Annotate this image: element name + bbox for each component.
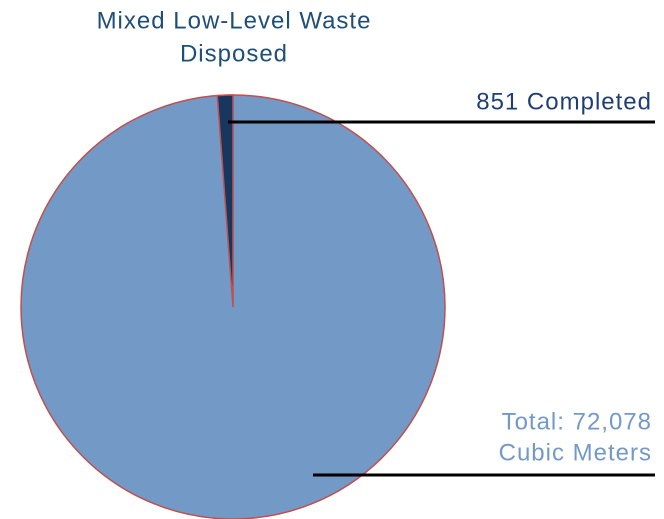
slice-label: 851 Completed [476, 88, 652, 115]
pie-slice [216, 94, 234, 308]
chart-title: Mixed Low-Level Waste [97, 7, 372, 34]
slice-label: Total: 72,078 [502, 408, 652, 435]
slice-label: Cubic Meters [499, 439, 652, 466]
chart-title: Disposed [180, 40, 288, 67]
